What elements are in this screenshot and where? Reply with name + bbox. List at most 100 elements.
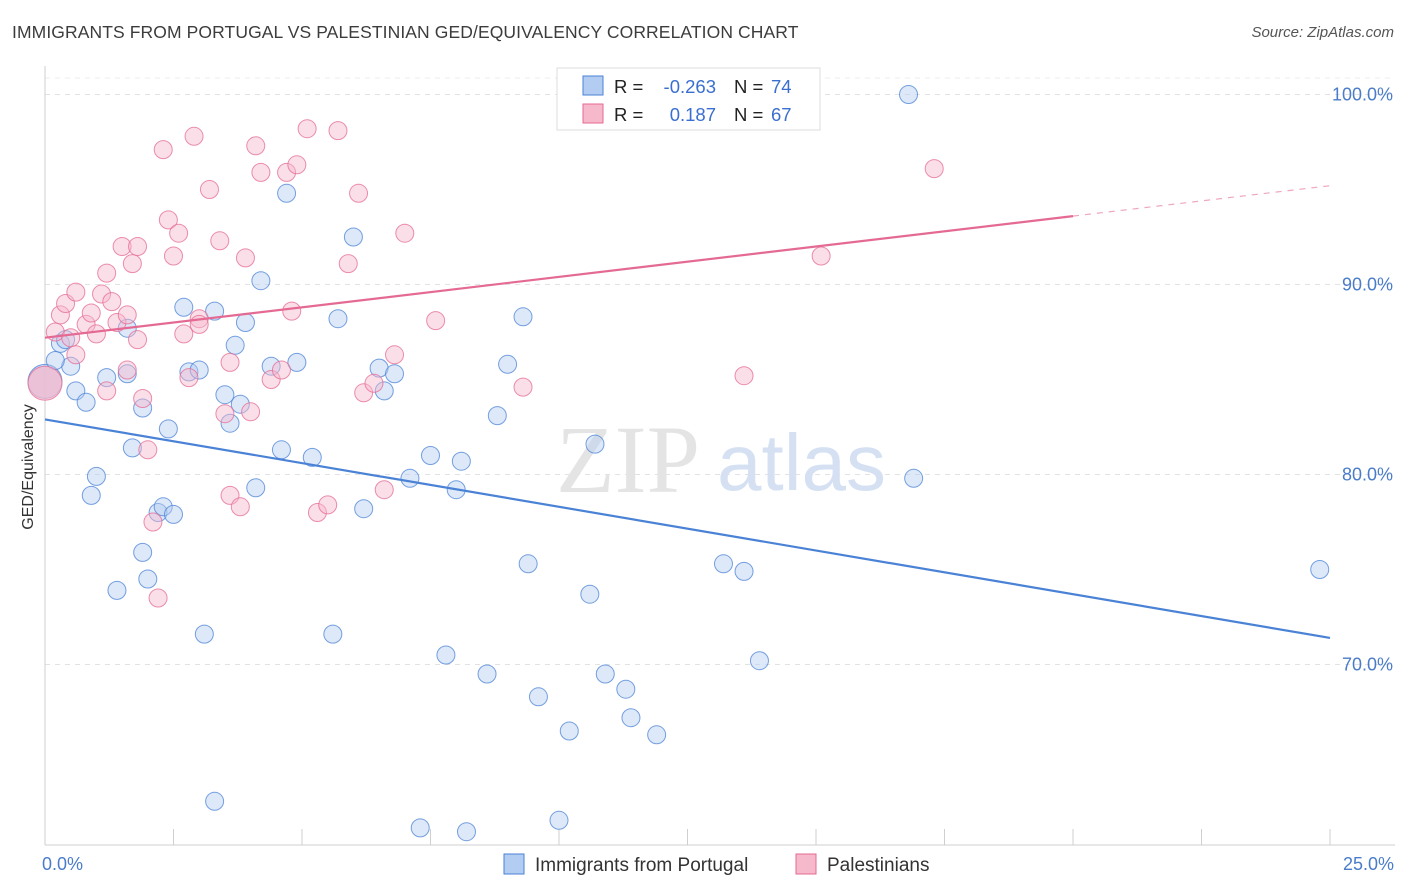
point-portugal-56 xyxy=(518,554,538,574)
legend-n-label-palestinians: N = xyxy=(734,104,763,125)
point-portugal-1 xyxy=(50,333,70,353)
point-portugal-38 xyxy=(323,624,343,644)
point-portugal-41 xyxy=(354,499,374,519)
point-portugal-26 xyxy=(215,385,235,405)
point-portugal-44 xyxy=(385,364,405,384)
point-palestinians-16 xyxy=(117,360,137,380)
watermark-atlas: atlas xyxy=(717,418,886,507)
point-palestinians-20 xyxy=(128,330,148,350)
point-palestinians-64 xyxy=(734,366,754,386)
point-palestinians-41 xyxy=(241,402,261,422)
point-portugal-7 xyxy=(86,466,106,486)
legend-bottom-swatch-portugal xyxy=(503,853,525,875)
point-portugal-6 xyxy=(81,485,101,505)
point-portugal-61 xyxy=(585,434,605,454)
point-palestinians-54 xyxy=(349,183,369,203)
point-palestinians-30 xyxy=(179,368,199,388)
point-palestinians-55 xyxy=(354,383,374,403)
point-palestinians-52 xyxy=(328,121,348,141)
point-portugal-33 xyxy=(261,356,281,376)
trendline-palestinians xyxy=(44,215,1074,339)
point-portugal-58 xyxy=(549,810,569,830)
point-palestinians-28 xyxy=(169,223,189,243)
point-portugal-8 xyxy=(97,368,117,388)
point-portugal-46 xyxy=(410,818,430,838)
point-portugal-37 xyxy=(302,447,322,467)
point-palestinians-39 xyxy=(230,497,250,517)
point-portugal-57 xyxy=(528,687,548,707)
point-portugal-18 xyxy=(158,419,178,439)
y-tick-label-0: 100.0% xyxy=(1332,85,1393,105)
point-palestinians-34 xyxy=(199,180,219,199)
series-immigrants-from-portugal xyxy=(27,85,1330,842)
legend-r-label-palestinians: R = xyxy=(614,104,643,125)
point-palestinians-26 xyxy=(158,210,178,230)
point-palestinians-57 xyxy=(374,480,394,500)
point-portugal-15 xyxy=(138,569,158,589)
point-portugal-28 xyxy=(225,335,245,355)
point-palestinians-59 xyxy=(395,223,415,243)
watermark-zip: ZIP xyxy=(556,406,700,513)
point-portugal-35 xyxy=(277,183,297,203)
point-palestinians-40 xyxy=(235,248,255,268)
legend-n-value-portugal: 74 xyxy=(771,76,792,97)
x-tick-label-0: 0.0% xyxy=(42,854,83,874)
chart-source: Source: ZipAtlas.com xyxy=(1251,24,1394,41)
point-palestinians-58 xyxy=(385,345,405,365)
legend-r-value-palestinians: 0.187 xyxy=(670,104,716,125)
point-portugal-53 xyxy=(487,406,507,426)
trendline-palestinians-extension xyxy=(1072,185,1331,217)
legend-bottom: Immigrants from Portugal Palestinians xyxy=(503,853,929,876)
legend-r-label-portugal: R = xyxy=(614,76,643,97)
point-portugal-32 xyxy=(251,271,271,291)
point-palestinians-14 xyxy=(107,313,127,332)
point-portugal-72 xyxy=(1310,560,1330,579)
point-palestinians-35 xyxy=(210,231,230,251)
legend-n-value-palestinians: 67 xyxy=(771,104,792,125)
point-portugal-43 xyxy=(374,381,394,401)
point-palestinians-22 xyxy=(138,440,158,460)
point-portugal-52 xyxy=(477,664,497,684)
point-palestinians-43 xyxy=(251,162,271,182)
point-palestinians-19 xyxy=(128,237,148,256)
point-portugal-45 xyxy=(400,468,420,488)
legend-bottom-swatch-palestinians xyxy=(795,853,817,875)
point-palestinians-61 xyxy=(513,377,533,397)
y-tick-labels: 100.0% 90.0% 80.0% 70.0% xyxy=(1332,85,1393,675)
point-palestinians-31 xyxy=(184,126,204,146)
point-portugal-34 xyxy=(271,440,291,460)
point-palestinians-60 xyxy=(426,311,446,331)
gridlines xyxy=(45,77,1395,665)
point-portugal-40 xyxy=(343,227,363,247)
axes xyxy=(44,66,1395,846)
point-portugal-70 xyxy=(899,85,919,104)
point-portugal-71 xyxy=(904,468,924,488)
point-portugal-66 xyxy=(713,554,733,574)
point-palestinians-42 xyxy=(246,136,266,156)
point-palestinians-47 xyxy=(282,301,302,321)
point-palestinians-13 xyxy=(102,292,122,312)
point-palestinians-23 xyxy=(143,512,163,532)
point-palestinians-24 xyxy=(148,588,168,608)
point-palestinians-11 xyxy=(97,381,117,401)
point-portugal-60 xyxy=(580,584,600,604)
y-tick-label-3: 70.0% xyxy=(1342,655,1393,675)
point-palestinians-9 xyxy=(86,324,106,344)
point-palestinians-44 xyxy=(261,370,281,389)
point-portugal-30 xyxy=(235,313,255,332)
point-palestinians-45 xyxy=(271,360,291,380)
legend-n-label-portugal: N = xyxy=(734,76,763,97)
point-portugal-14 xyxy=(133,542,153,562)
point-palestinians-36 xyxy=(215,404,235,424)
point-portugal-59 xyxy=(559,721,579,741)
point-portugal-17 xyxy=(153,497,173,517)
point-palestinians-56 xyxy=(364,373,384,393)
point-palestinians-17 xyxy=(117,305,137,325)
point-palestinians-46 xyxy=(277,162,297,182)
point-palestinians-6 xyxy=(66,282,86,302)
point-palestinians-51 xyxy=(318,495,338,515)
point-palestinians-2 xyxy=(50,305,70,325)
legend-swatch-portugal xyxy=(582,75,604,96)
legend-top: R = -0.263 N = 74 R = 0.187 N = 67 xyxy=(556,67,821,131)
point-palestinians-5 xyxy=(66,345,86,365)
